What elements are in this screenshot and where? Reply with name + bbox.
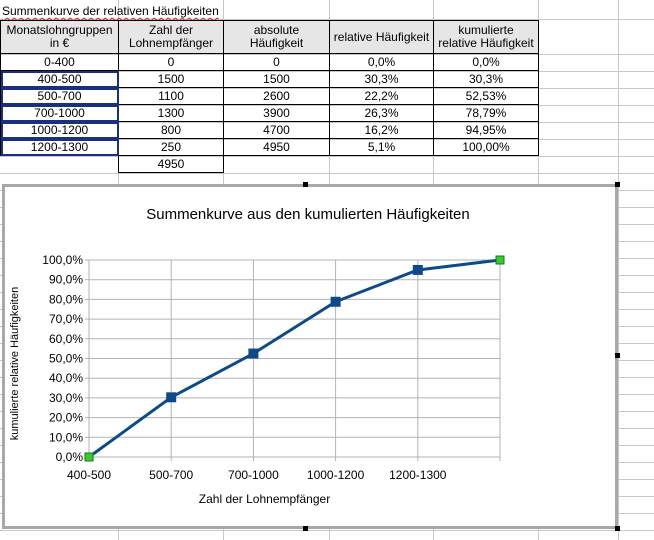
cell-cumulative[interactable]: 0,0% [433, 53, 539, 71]
x-tick-label: 1200-1300 [389, 468, 447, 482]
frequency-table: Monatslohngruppen in € Zahl der Lohnempf… [0, 20, 539, 173]
cell-empty[interactable] [1, 156, 119, 173]
chart-title: Summenkurve aus den kumulierten Häufigke… [146, 206, 470, 223]
resize-handle-top-right[interactable] [615, 182, 620, 187]
x-tick-label: 1000-1200 [307, 468, 365, 482]
cell-cumulative[interactable]: 52,53% [433, 87, 539, 105]
header-wage-groups[interactable]: Monatslohngruppen in € [0, 20, 119, 54]
cell-relative[interactable]: 0,0% [329, 53, 434, 71]
table-total-row: 4950 [1, 155, 539, 173]
cell-cumulative[interactable]: 100,00% [433, 138, 539, 156]
table-row: 400-500 1500 1500 30,3% 30,3% [0, 70, 539, 88]
cell-earners[interactable]: 1300 [118, 104, 224, 122]
cell-wage-group[interactable]: 1200-1300 [0, 138, 119, 156]
y-axis-title: kumulierte relative Häufigkeiten [9, 287, 21, 440]
cell-cumulative[interactable]: 94,95% [433, 121, 539, 139]
table-header-row: Monatslohngruppen in € Zahl der Lohnempf… [0, 20, 539, 54]
y-tick-label: 40,0% [49, 371, 83, 385]
header-relative-frequency[interactable]: relative Häufigkeit [329, 20, 434, 54]
cell-cumulative[interactable]: 30,3% [433, 70, 539, 88]
data-point-handle [495, 255, 505, 265]
series-line [88, 258, 501, 459]
x-tick-label: 500-700 [149, 468, 193, 482]
cell-relative[interactable]: 22,2% [329, 87, 434, 105]
table-row: 0-400 0 0 0,0% 0,0% [0, 53, 539, 71]
y-tick-label: 30,0% [49, 391, 83, 405]
cell-absolute[interactable]: 4950 [223, 138, 330, 156]
cell-earners[interactable]: 0 [118, 53, 224, 71]
cell-wage-group[interactable]: 1000-1200 [0, 121, 119, 139]
resize-handle-bottom[interactable] [303, 526, 308, 531]
cell-relative[interactable]: 16,2% [329, 121, 434, 139]
cumulative-frequency-chart: Summenkurve aus den kumulierten Häufigke… [9, 206, 505, 506]
cell-earners[interactable]: 1500 [118, 70, 224, 88]
data-point [412, 264, 423, 275]
cell-earners[interactable]: 250 [118, 138, 224, 156]
table-row: 500-700 1100 2600 22,2% 52,53% [0, 87, 539, 105]
cell-absolute[interactable]: 4700 [223, 121, 330, 139]
y-tick-label: 20,0% [49, 411, 83, 425]
header-number-of-earners[interactable]: Zahl der Lohnempfänger [118, 20, 224, 54]
x-tick-label: 700-1000 [228, 468, 279, 482]
y-tick-label: 80,0% [49, 292, 83, 306]
cell-relative[interactable]: 5,1% [329, 138, 434, 156]
cell-absolute[interactable]: 2600 [223, 87, 330, 105]
data-point-handle [84, 452, 94, 462]
y-tick-label: 90,0% [49, 273, 83, 287]
cell-absolute[interactable]: 1500 [223, 70, 330, 88]
cell-absolute[interactable]: 0 [223, 53, 330, 71]
resize-handle-right[interactable] [615, 353, 620, 358]
sheet-title-cell[interactable]: Summenkurve der relativen Häufigkeiten [2, 4, 219, 18]
cell-total-earners[interactable]: 4950 [118, 155, 224, 173]
cell-absolute[interactable]: 3900 [223, 104, 330, 122]
cell-earners[interactable]: 800 [118, 121, 224, 139]
x-axis-title: Zahl der Lohnempfänger [199, 492, 330, 506]
data-point [248, 348, 259, 359]
cell-wage-group[interactable]: 500-700 [0, 87, 119, 105]
y-tick-label: 60,0% [49, 332, 83, 346]
data-point [166, 392, 177, 403]
data-point [330, 296, 341, 307]
chart-object[interactable]: Summenkurve aus den kumulierten Häufigke… [2, 184, 618, 529]
table-row: 1200-1300 250 4950 5,1% 100,00% [0, 138, 539, 156]
cell-cumulative[interactable]: 78,79% [433, 104, 539, 122]
table-row: 1000-1200 800 4700 16,2% 94,95% [0, 121, 539, 139]
cell-earners[interactable]: 1100 [118, 87, 224, 105]
cell-wage-group[interactable]: 700-1000 [0, 104, 119, 122]
resize-handle-top[interactable] [303, 182, 308, 187]
cell-relative[interactable]: 26,3% [329, 104, 434, 122]
table-row: 700-1000 1300 3900 26,3% 78,79% [0, 104, 539, 122]
x-tick-label: 400-500 [67, 468, 111, 482]
y-tick-label: 100,0% [42, 253, 83, 267]
y-tick-label: 10,0% [49, 430, 83, 444]
y-tick-label: 50,0% [49, 352, 83, 366]
cell-wage-group[interactable]: 400-500 [0, 70, 119, 88]
cell-relative[interactable]: 30,3% [329, 70, 434, 88]
y-tick-label: 0,0% [56, 450, 84, 464]
header-absolute-frequency[interactable]: absolute Häufigkeit [223, 20, 330, 54]
header-cumulative-relative-frequency[interactable]: kumulierte relative Häufigkeit [433, 20, 539, 54]
cell-wage-group[interactable]: 0-400 [0, 53, 119, 71]
resize-handle-bottom-right[interactable] [615, 526, 620, 531]
y-tick-label: 70,0% [49, 312, 83, 326]
